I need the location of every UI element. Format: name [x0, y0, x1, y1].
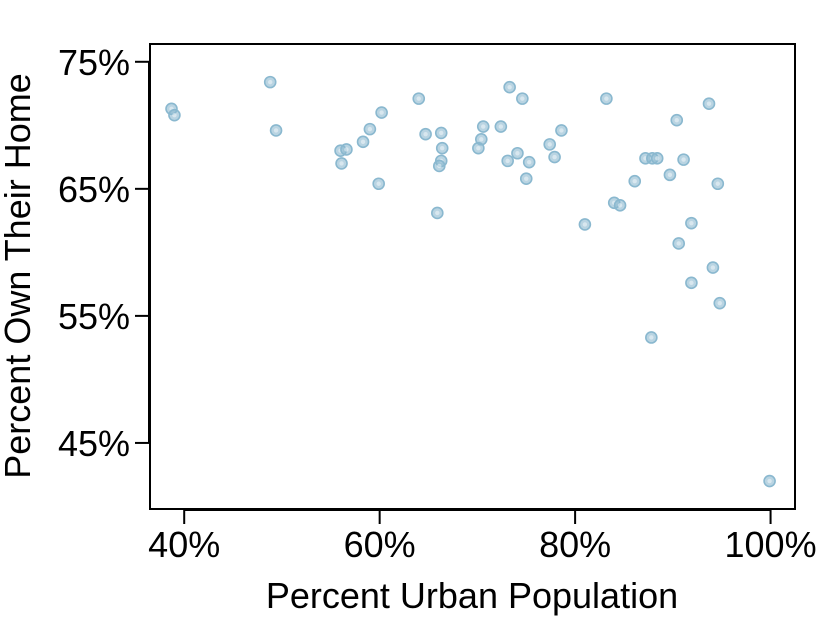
x-axis-title: Percent Urban Population — [266, 575, 678, 616]
data-point — [501, 154, 514, 168]
data-point — [645, 331, 658, 344]
data-point — [685, 216, 698, 230]
data-point — [419, 127, 432, 141]
plot-area-frame — [149, 43, 796, 510]
data-point — [375, 106, 388, 119]
data-point — [763, 474, 776, 488]
data-point — [269, 124, 283, 137]
data-point — [650, 152, 664, 165]
data-point — [494, 120, 508, 133]
y-tick-label: 45% — [58, 423, 130, 464]
data-point — [511, 146, 524, 160]
y-tick-label: 65% — [58, 169, 130, 210]
data-point — [600, 92, 613, 105]
x-tick-label: 100% — [725, 524, 817, 565]
data-point — [578, 218, 592, 231]
data-point — [474, 132, 488, 146]
data-point — [516, 92, 529, 105]
data-point — [363, 122, 377, 136]
x-tick-label: 80% — [539, 524, 611, 565]
y-tick-label: 55% — [58, 296, 130, 337]
data-point — [356, 135, 370, 149]
data-point — [706, 261, 720, 274]
x-tick-label: 60% — [344, 524, 416, 565]
data-point — [670, 113, 684, 127]
data-point — [503, 80, 516, 94]
data-point — [434, 126, 448, 140]
data-point — [412, 92, 426, 105]
data-point — [555, 124, 568, 137]
data-point — [340, 143, 353, 156]
data-points — [165, 75, 776, 488]
data-point — [543, 138, 557, 151]
data-point — [672, 237, 686, 250]
data-point — [522, 155, 536, 169]
x-tick-label: 40% — [148, 524, 220, 565]
data-point — [435, 141, 449, 155]
data-point — [677, 153, 690, 166]
data-point — [519, 172, 533, 185]
data-point — [335, 157, 348, 170]
data-point — [685, 276, 698, 290]
data-point — [432, 159, 446, 173]
data-point — [263, 75, 277, 89]
data-point — [168, 108, 181, 122]
data-point — [711, 177, 725, 191]
data-point — [548, 150, 561, 164]
y-axis: 45% 55% 65% 75% — [58, 42, 150, 464]
data-point — [476, 120, 490, 133]
data-point — [613, 199, 627, 212]
data-point — [702, 97, 716, 111]
data-point — [713, 296, 727, 310]
x-axis: 40% 60% 80% 100% — [148, 509, 817, 565]
y-tick-label: 75% — [58, 42, 130, 83]
data-point — [628, 174, 642, 188]
y-axis-title: Percent Own Their Home — [0, 73, 38, 479]
data-point — [431, 206, 444, 220]
data-point — [663, 168, 677, 182]
data-point — [372, 177, 385, 191]
